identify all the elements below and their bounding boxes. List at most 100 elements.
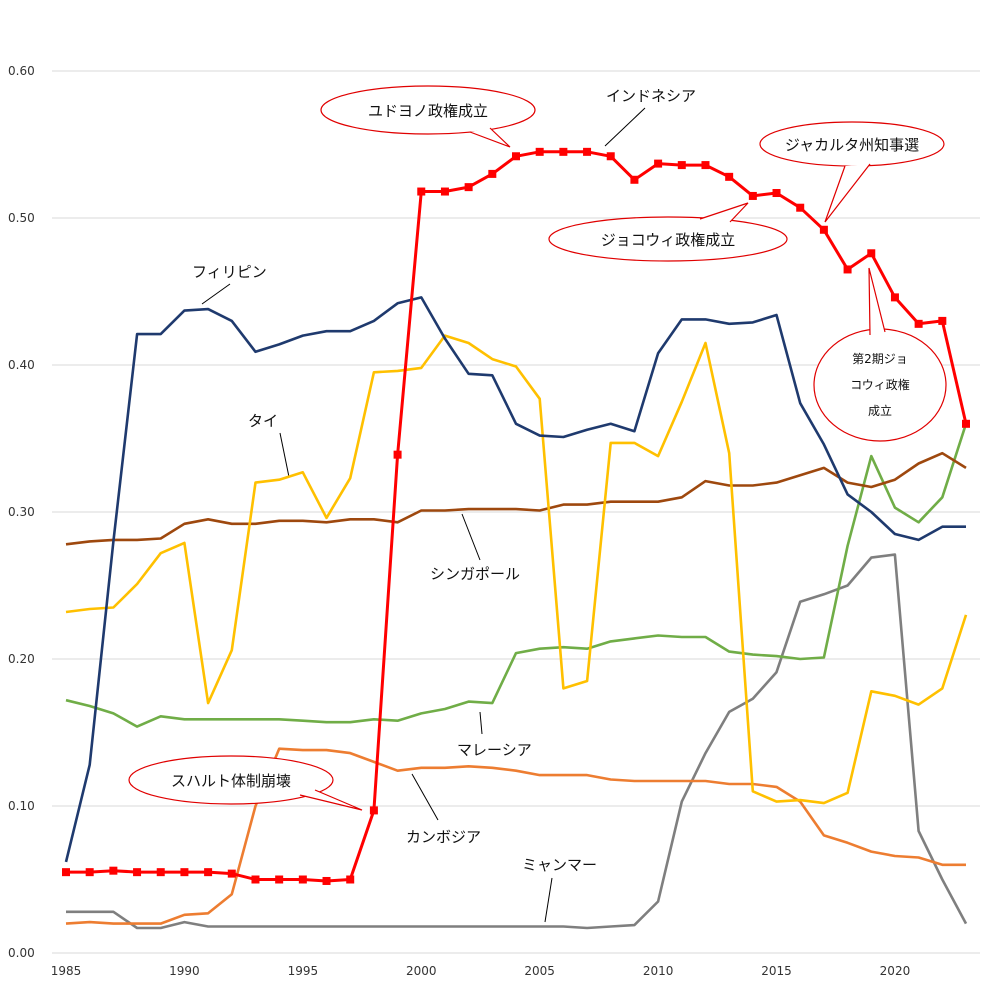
callout-text: ジョコウィ政権成立 bbox=[601, 231, 735, 249]
y-tick-label: 0.30 bbox=[8, 505, 35, 519]
gridlines bbox=[52, 70, 980, 954]
data-point-marker bbox=[914, 319, 923, 328]
series-line-series-2 bbox=[65, 334, 968, 805]
series-lines bbox=[62, 147, 970, 930]
x-tick-label: 2020 bbox=[880, 964, 911, 978]
data-point-marker bbox=[393, 450, 402, 459]
callout-text: ジャカルタ州知事選 bbox=[785, 136, 919, 154]
data-point-marker bbox=[369, 806, 378, 815]
data-point-marker bbox=[62, 868, 70, 877]
callout-bubble bbox=[128, 755, 334, 805]
x-tick-label: 1985 bbox=[51, 964, 82, 978]
label-leader-line bbox=[604, 107, 646, 147]
series-label-2: フィリピン bbox=[192, 263, 267, 281]
data-point-marker bbox=[630, 175, 639, 184]
x-tick-label: 2005 bbox=[524, 964, 555, 978]
callout-text: ユドヨノ政権成立 bbox=[368, 102, 488, 120]
series-label-4: シンガポール bbox=[430, 565, 520, 583]
y-tick-label: 0.00 bbox=[8, 946, 35, 960]
x-tick-label: 2015 bbox=[761, 964, 792, 978]
callout-2: ジョコウィ政権成立 bbox=[548, 202, 788, 262]
series-line-series-1 bbox=[64, 296, 966, 863]
data-point-marker bbox=[725, 172, 734, 181]
data-point-marker bbox=[156, 868, 165, 877]
y-tick-label: 0.40 bbox=[8, 358, 35, 372]
label-leader-line bbox=[411, 773, 439, 821]
x-tick-label: 2000 bbox=[406, 964, 437, 978]
data-point-marker bbox=[890, 293, 899, 302]
callout-4: スハルト体制崩壊 bbox=[128, 755, 363, 811]
y-tick-label: 0.10 bbox=[8, 799, 35, 813]
data-point-marker bbox=[204, 868, 213, 877]
data-point-marker bbox=[180, 868, 189, 877]
data-point-marker bbox=[85, 868, 94, 877]
x-tick-label: 1995 bbox=[288, 964, 319, 978]
data-point-marker bbox=[843, 265, 852, 274]
label-leaders bbox=[201, 107, 646, 923]
data-point-marker bbox=[583, 147, 592, 156]
callout-1: ユドヨノ政権成立 bbox=[320, 85, 536, 148]
callout-bubble bbox=[548, 216, 788, 262]
label-leader-line bbox=[279, 432, 290, 478]
data-point-marker bbox=[322, 876, 331, 885]
axes: 0.00 0.10 0.20 0.30 0.40 0.50 0.60 1985 1990 1995… bbox=[8, 64, 910, 978]
data-point-marker bbox=[275, 875, 284, 884]
data-point-marker bbox=[417, 187, 426, 196]
callout-text: スハルト体制崩壊 bbox=[171, 772, 291, 790]
data-point-marker bbox=[535, 147, 544, 156]
callout-3: ジャカルタ州知事選 bbox=[759, 121, 945, 223]
data-point-marker bbox=[962, 419, 970, 428]
data-point-marker bbox=[559, 147, 568, 156]
callout-pointer bbox=[868, 267, 886, 336]
data-point-marker bbox=[227, 869, 236, 878]
callout-bubble bbox=[320, 85, 536, 135]
series-line-series-3 bbox=[65, 451, 967, 546]
callout-pointer bbox=[469, 127, 511, 148]
data-point-marker bbox=[796, 203, 805, 212]
data-point-marker bbox=[346, 875, 355, 884]
label-leader-line bbox=[544, 877, 553, 923]
data-point-marker bbox=[109, 866, 118, 875]
y-tick-label: 0.60 bbox=[8, 64, 35, 78]
data-point-marker bbox=[298, 875, 307, 884]
data-point-marker bbox=[701, 161, 710, 170]
label-leader-line bbox=[201, 283, 231, 305]
callout-pointer bbox=[699, 202, 749, 223]
x-tick-label: 2010 bbox=[643, 964, 674, 978]
series-label-6: カンボジア bbox=[406, 828, 481, 846]
data-point-marker bbox=[654, 159, 663, 168]
data-point-marker bbox=[819, 225, 828, 234]
data-point-marker bbox=[938, 316, 947, 325]
series-line-series-6 bbox=[66, 553, 968, 930]
data-point-marker bbox=[464, 183, 473, 192]
series-label-1: インドネシア bbox=[606, 87, 696, 105]
x-tick-label: 1990 bbox=[169, 964, 200, 978]
callout-pointer bbox=[299, 789, 363, 811]
data-point-marker bbox=[606, 152, 615, 161]
series-line-series-5 bbox=[65, 747, 966, 925]
series-label-7: ミャンマー bbox=[522, 856, 597, 874]
data-point-marker bbox=[748, 191, 757, 200]
series-label-3: タイ bbox=[248, 412, 278, 430]
data-point-marker bbox=[133, 868, 142, 877]
data-point-marker bbox=[772, 189, 781, 198]
series-line-series-4 bbox=[65, 423, 968, 728]
label-leader-line bbox=[479, 711, 483, 735]
label-leader-line bbox=[461, 513, 481, 561]
callout-text: 第2期ジョ bbox=[852, 352, 908, 366]
data-point-marker bbox=[251, 875, 260, 884]
data-point-marker bbox=[677, 161, 686, 170]
data-point-marker bbox=[488, 169, 497, 178]
callout-pointer bbox=[824, 163, 871, 223]
data-point-marker bbox=[867, 249, 876, 258]
y-tick-label: 0.20 bbox=[8, 652, 35, 666]
data-point-marker bbox=[440, 187, 449, 196]
series-label-5: マレーシア bbox=[457, 741, 532, 759]
callout-text: 成立 bbox=[868, 403, 892, 418]
y-tick-label: 0.50 bbox=[8, 211, 35, 225]
